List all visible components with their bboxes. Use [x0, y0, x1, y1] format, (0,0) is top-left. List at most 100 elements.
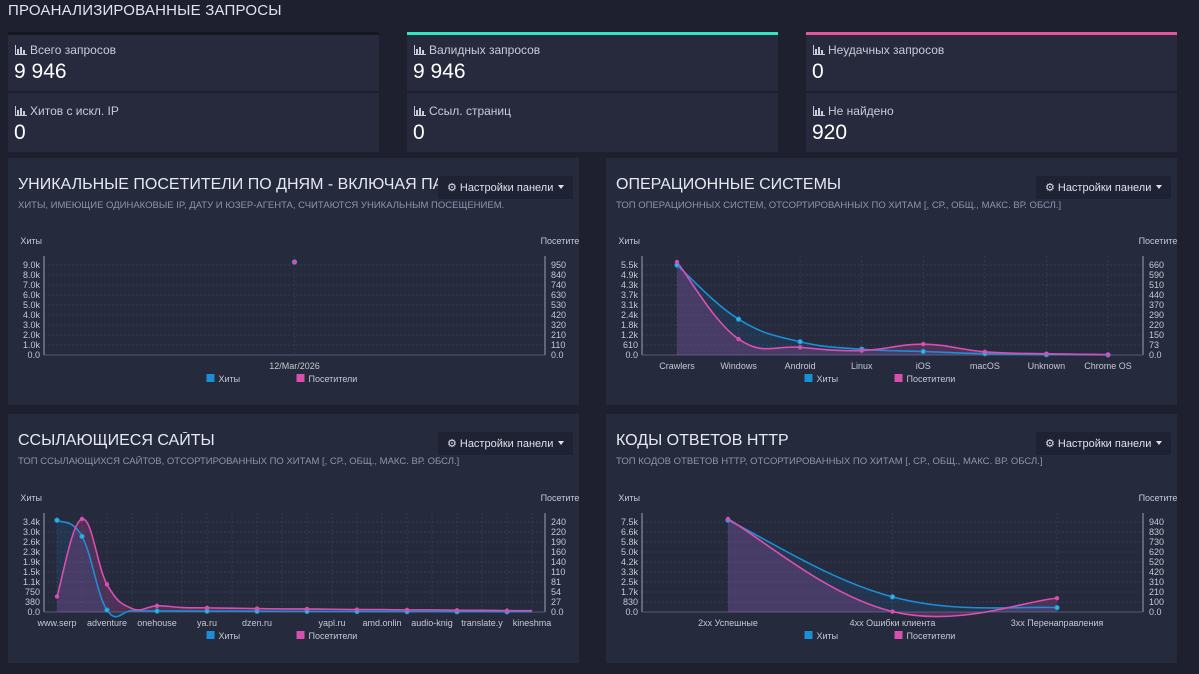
y2-tick-label: 150: [1149, 330, 1164, 340]
stat-value: 0: [413, 121, 425, 144]
stat-card-valid: Валидных запросов 9 946: [407, 32, 778, 91]
x-tick-label: 12/Mar/2026: [269, 361, 320, 371]
panel-title: КОДЫ ОТВЕТОВ HTTP: [616, 432, 789, 449]
y-axis-label: Хиты: [20, 236, 42, 246]
y2-tick-label: 740: [551, 280, 566, 290]
series-area-hits: [677, 265, 1108, 355]
data-point-hits: [154, 608, 160, 614]
legend-label-visitors: Посетители: [309, 374, 358, 384]
y2-tick-label: 520: [1149, 557, 1164, 567]
y2-tick-label: 81: [551, 577, 561, 587]
x-tick-label: Crawlers: [659, 361, 695, 371]
y2-tick-label: 620: [1149, 547, 1164, 557]
y-tick-label: 6.0k: [23, 290, 41, 300]
panel-http-status-codes: КОДЫ ОТВЕТОВ HTTP ТОП КОДОВ ОТВЕТОВ HTTP…: [606, 414, 1177, 663]
data-point-visitors: [1054, 595, 1060, 601]
chart-http-status-codes: ХитыПосетители0.00.08301001.7k2102.5k310…: [618, 493, 1177, 641]
x-tick-label: adventure: [87, 618, 127, 628]
data-point-hits: [104, 607, 110, 613]
y-axis-label: Хиты: [618, 493, 640, 503]
y2-tick-label: 0.0: [551, 350, 564, 360]
data-point-hits: [735, 316, 742, 322]
data-point-visitors: [404, 607, 410, 613]
y2-tick-label: 100: [1149, 597, 1164, 607]
x-tick-label: translate.y: [461, 618, 503, 628]
x-tick-label: ya.ru: [197, 618, 217, 628]
page-title: ПРОАНАЛИЗИРОВАННЫЕ ЗАПРОСЫ: [8, 2, 282, 19]
bar-chart-icon: [15, 106, 27, 116]
y-tick-label: 6.6k: [621, 527, 639, 537]
y-tick-label: 2.5k: [621, 577, 639, 587]
y-tick-label: 5.8k: [621, 537, 639, 547]
data-point-visitors: [154, 603, 160, 608]
x-tick-label: Windows: [720, 361, 757, 371]
x-tick-label: www.serp: [36, 618, 76, 628]
y2-tick-label: 54: [551, 587, 561, 597]
y-tick-label: 3.1k: [621, 300, 639, 310]
y-tick-label: 750: [25, 587, 40, 597]
caret-down-icon: [1156, 441, 1163, 445]
stat-card-failed: Неудачных запросов 0: [806, 32, 1177, 91]
y2-tick-label: 190: [551, 537, 566, 547]
y2-axis-label: Посетители: [541, 493, 579, 503]
panel-settings-label: Настройки панели: [459, 182, 554, 194]
panel-referring-sites: ССЫЛАЮЩИЕСЯ САЙТЫ ТОП ССЫЛАЮЩИХСЯ САЙТОВ…: [8, 414, 579, 663]
x-tick-label: amd.onlin: [362, 618, 401, 628]
x-tick-label: audio-knig: [411, 618, 453, 628]
panel-title: ССЫЛАЮЩИЕСЯ САЙТЫ: [18, 432, 215, 449]
y2-axis-label: Посетители: [1139, 236, 1177, 246]
y-tick-label: 4.9k: [621, 270, 639, 280]
y2-tick-label: 530: [551, 300, 566, 310]
y2-tick-label: 290: [1149, 310, 1164, 320]
panel-settings-button[interactable]: ⚙ Настройки панели: [1036, 176, 1172, 199]
y-tick-label: 2.0k: [23, 330, 41, 340]
stat-value: 9 946: [14, 60, 67, 83]
y2-tick-label: 310: [1149, 577, 1164, 587]
stat-label: Хитов с искл. IP: [30, 104, 119, 118]
y2-tick-label: 0.0: [551, 607, 564, 617]
y-tick-label: 4.2k: [621, 557, 639, 567]
y2-tick-label: 160: [551, 547, 566, 557]
series-line-hits: [56, 519, 533, 618]
y2-tick-label: 220: [1149, 320, 1164, 330]
panel-unique-visitors: УНИКАЛЬНЫЕ ПОСЕТИТЕЛИ ПО ДНЯМ - ВКЛЮЧАЯ …: [8, 158, 579, 405]
y-tick-label: 380: [25, 597, 40, 607]
panel-settings-button[interactable]: ⚙ Настройки панели: [438, 176, 574, 199]
panel-subtitle: ТОП ОПЕРАЦИОННЫХ СИСТЕМ, ОТСОРТИРОВАННЫХ…: [616, 200, 1062, 211]
chart-operating-systems: ХитыПосетители0.00.0610731.2k1501.8k2202…: [618, 236, 1177, 384]
bar-chart-icon: [813, 106, 825, 116]
series-line-visitors: [56, 518, 533, 612]
data-point-visitors: [254, 606, 260, 611]
data-point-visitors: [890, 609, 895, 614]
y-tick-label: 2.4k: [621, 310, 639, 320]
y2-tick-label: 220: [551, 527, 566, 537]
stat-card-excluded-ip: Хитов с искл. IP 0: [8, 93, 379, 152]
y-tick-label: 3.3k: [621, 567, 639, 577]
x-tick-label: dzen.ru: [242, 618, 272, 628]
stat-card-total: Всего запросов 9 946: [8, 32, 379, 91]
stat-label: Валидных запросов: [429, 43, 541, 57]
legend-label-visitors: Посетители: [309, 631, 358, 641]
panel-settings-button[interactable]: ⚙ Настройки панели: [1036, 432, 1172, 455]
y2-tick-label: 370: [1149, 300, 1164, 310]
legend-label-hits: Хиты: [817, 631, 839, 641]
data-point-visitors: [454, 608, 460, 613]
y-tick-label: 7.0k: [23, 280, 41, 290]
x-tick-label: iOS: [916, 361, 931, 371]
stat-card-referrers: Ссыл. страниц 0: [407, 93, 778, 152]
legend-swatch-hits: [804, 374, 813, 382]
y-tick-label: 1.7k: [621, 587, 639, 597]
legend-swatch-hits: [804, 631, 813, 639]
y2-tick-label: 830: [1149, 527, 1164, 537]
x-tick-label: onehouse: [137, 618, 177, 628]
data-point-visitors: [54, 594, 60, 599]
y2-axis-label: Посетители: [1139, 493, 1177, 503]
y2-tick-label: 730: [1149, 537, 1164, 547]
legend-label-hits: Хиты: [817, 374, 839, 384]
gear-icon: ⚙: [447, 438, 457, 450]
panel-settings-button[interactable]: ⚙ Настройки панели: [438, 432, 574, 455]
y-tick-label: 3.4k: [23, 517, 41, 527]
y2-tick-label: 140: [551, 557, 566, 567]
data-point-visitors: [504, 608, 510, 613]
stat-value: 0: [812, 60, 824, 83]
